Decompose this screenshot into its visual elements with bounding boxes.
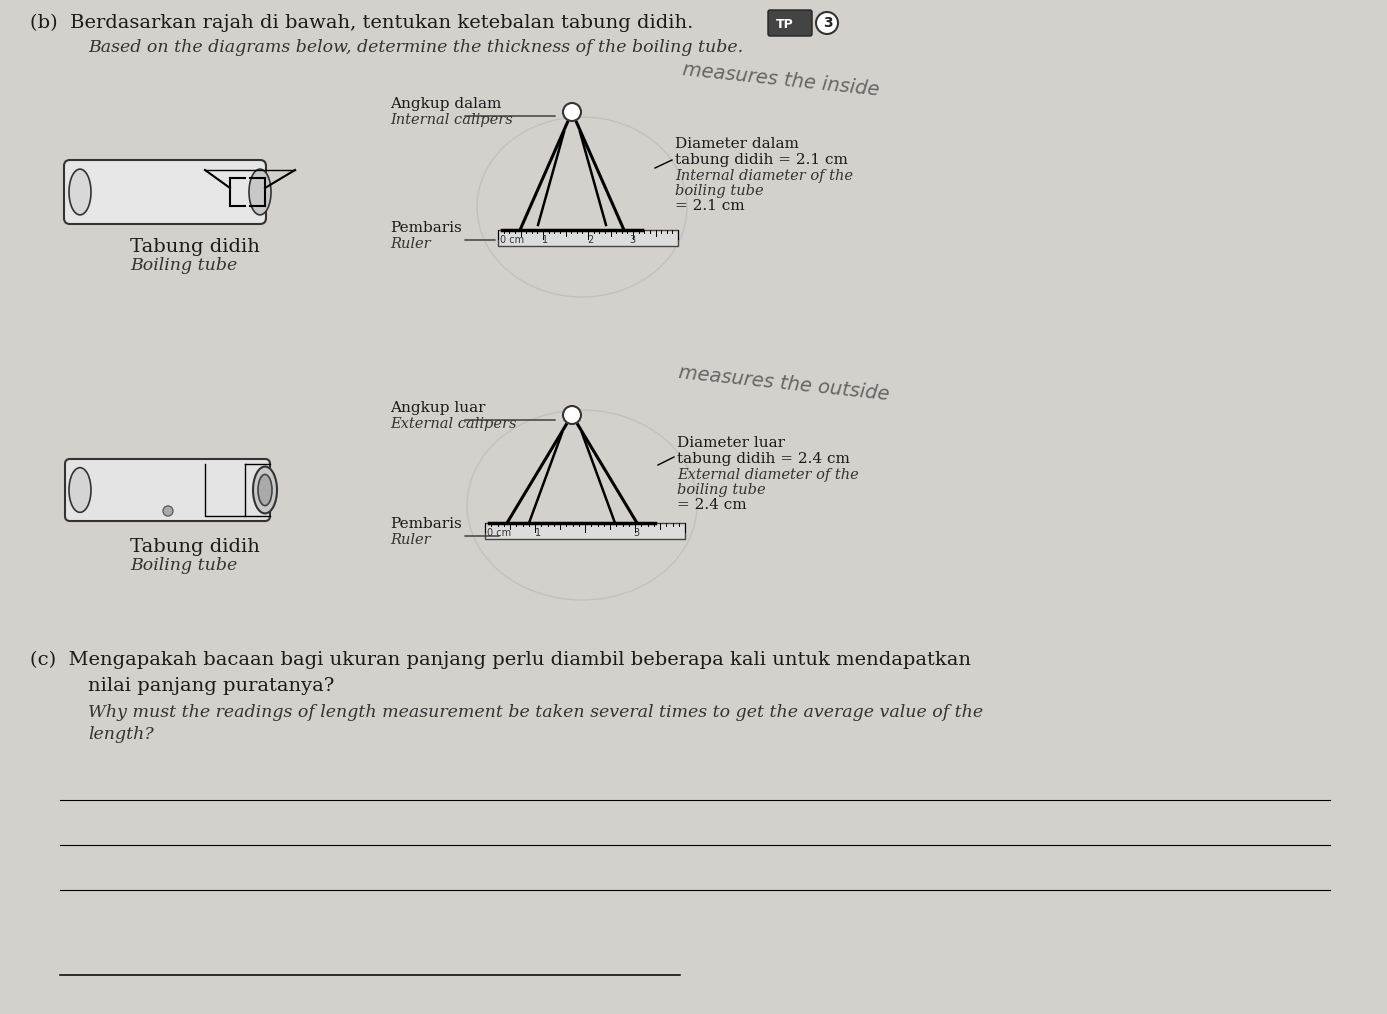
- Bar: [485, 523, 685, 539]
- Circle shape: [563, 103, 581, 121]
- Text: Tabung didih: Tabung didih: [130, 238, 259, 256]
- Text: 3: 3: [628, 235, 635, 245]
- Bar: [498, 230, 678, 246]
- Text: tabung didih = 2.4 cm: tabung didih = 2.4 cm: [677, 452, 850, 466]
- Text: Diameter dalam: Diameter dalam: [675, 137, 799, 151]
- Text: = 2.1 cm: = 2.1 cm: [675, 199, 745, 213]
- Text: Angkup luar: Angkup luar: [390, 401, 485, 415]
- Text: measures the inside: measures the inside: [682, 61, 881, 100]
- Text: boiling tube: boiling tube: [677, 483, 766, 497]
- Text: External diameter of the: External diameter of the: [677, 468, 859, 482]
- Text: Internal diameter of the: Internal diameter of the: [675, 169, 853, 183]
- Text: (b)  Berdasarkan rajah di bawah, tentukan ketebalan tabung didih.: (b) Berdasarkan rajah di bawah, tentukan…: [31, 14, 694, 32]
- Text: = 2.4 cm: = 2.4 cm: [677, 498, 746, 512]
- Text: Internal calipers: Internal calipers: [390, 113, 513, 127]
- Text: TP: TP: [775, 18, 793, 31]
- Text: 0 cm: 0 cm: [487, 528, 512, 538]
- Text: 3: 3: [632, 528, 639, 538]
- Text: Pembaris: Pembaris: [390, 517, 462, 531]
- Circle shape: [816, 12, 838, 34]
- Text: measures the outside: measures the outside: [678, 363, 890, 404]
- Text: Angkup dalam: Angkup dalam: [390, 97, 501, 111]
- Ellipse shape: [252, 466, 277, 513]
- Text: Ruler: Ruler: [390, 533, 430, 547]
- Text: (c)  Mengapakah bacaan bagi ukuran panjang perlu diambil beberapa kali untuk men: (c) Mengapakah bacaan bagi ukuran panjan…: [31, 651, 971, 669]
- Text: Why must the readings of length measurement be taken several times to get the av: Why must the readings of length measurem…: [87, 704, 983, 721]
- Text: Tabung didih: Tabung didih: [130, 538, 259, 556]
- Text: 1: 1: [535, 528, 541, 538]
- FancyBboxPatch shape: [65, 459, 270, 521]
- Text: Diameter luar: Diameter luar: [677, 436, 785, 450]
- Text: Ruler: Ruler: [390, 237, 430, 251]
- FancyBboxPatch shape: [768, 10, 811, 37]
- Text: 3: 3: [822, 16, 832, 30]
- Text: External calipers: External calipers: [390, 417, 516, 431]
- Ellipse shape: [258, 475, 272, 506]
- Circle shape: [164, 506, 173, 516]
- Text: 2: 2: [587, 235, 594, 245]
- Text: Boiling tube: Boiling tube: [130, 257, 237, 274]
- Text: length?: length?: [87, 726, 154, 743]
- Text: Pembaris: Pembaris: [390, 221, 462, 235]
- FancyBboxPatch shape: [64, 160, 266, 224]
- Ellipse shape: [69, 467, 92, 512]
- Text: 0 cm: 0 cm: [499, 235, 524, 245]
- Text: tabung didih = 2.1 cm: tabung didih = 2.1 cm: [675, 153, 847, 167]
- Circle shape: [563, 406, 581, 424]
- Text: Boiling tube: Boiling tube: [130, 557, 237, 574]
- Text: nilai panjang puratanya?: nilai panjang puratanya?: [87, 677, 334, 695]
- Ellipse shape: [69, 169, 92, 215]
- Text: boiling tube: boiling tube: [675, 184, 764, 198]
- Text: 1: 1: [542, 235, 548, 245]
- Ellipse shape: [250, 169, 270, 215]
- Text: Based on the diagrams below, determine the thickness of the boiling tube.: Based on the diagrams below, determine t…: [87, 39, 743, 56]
